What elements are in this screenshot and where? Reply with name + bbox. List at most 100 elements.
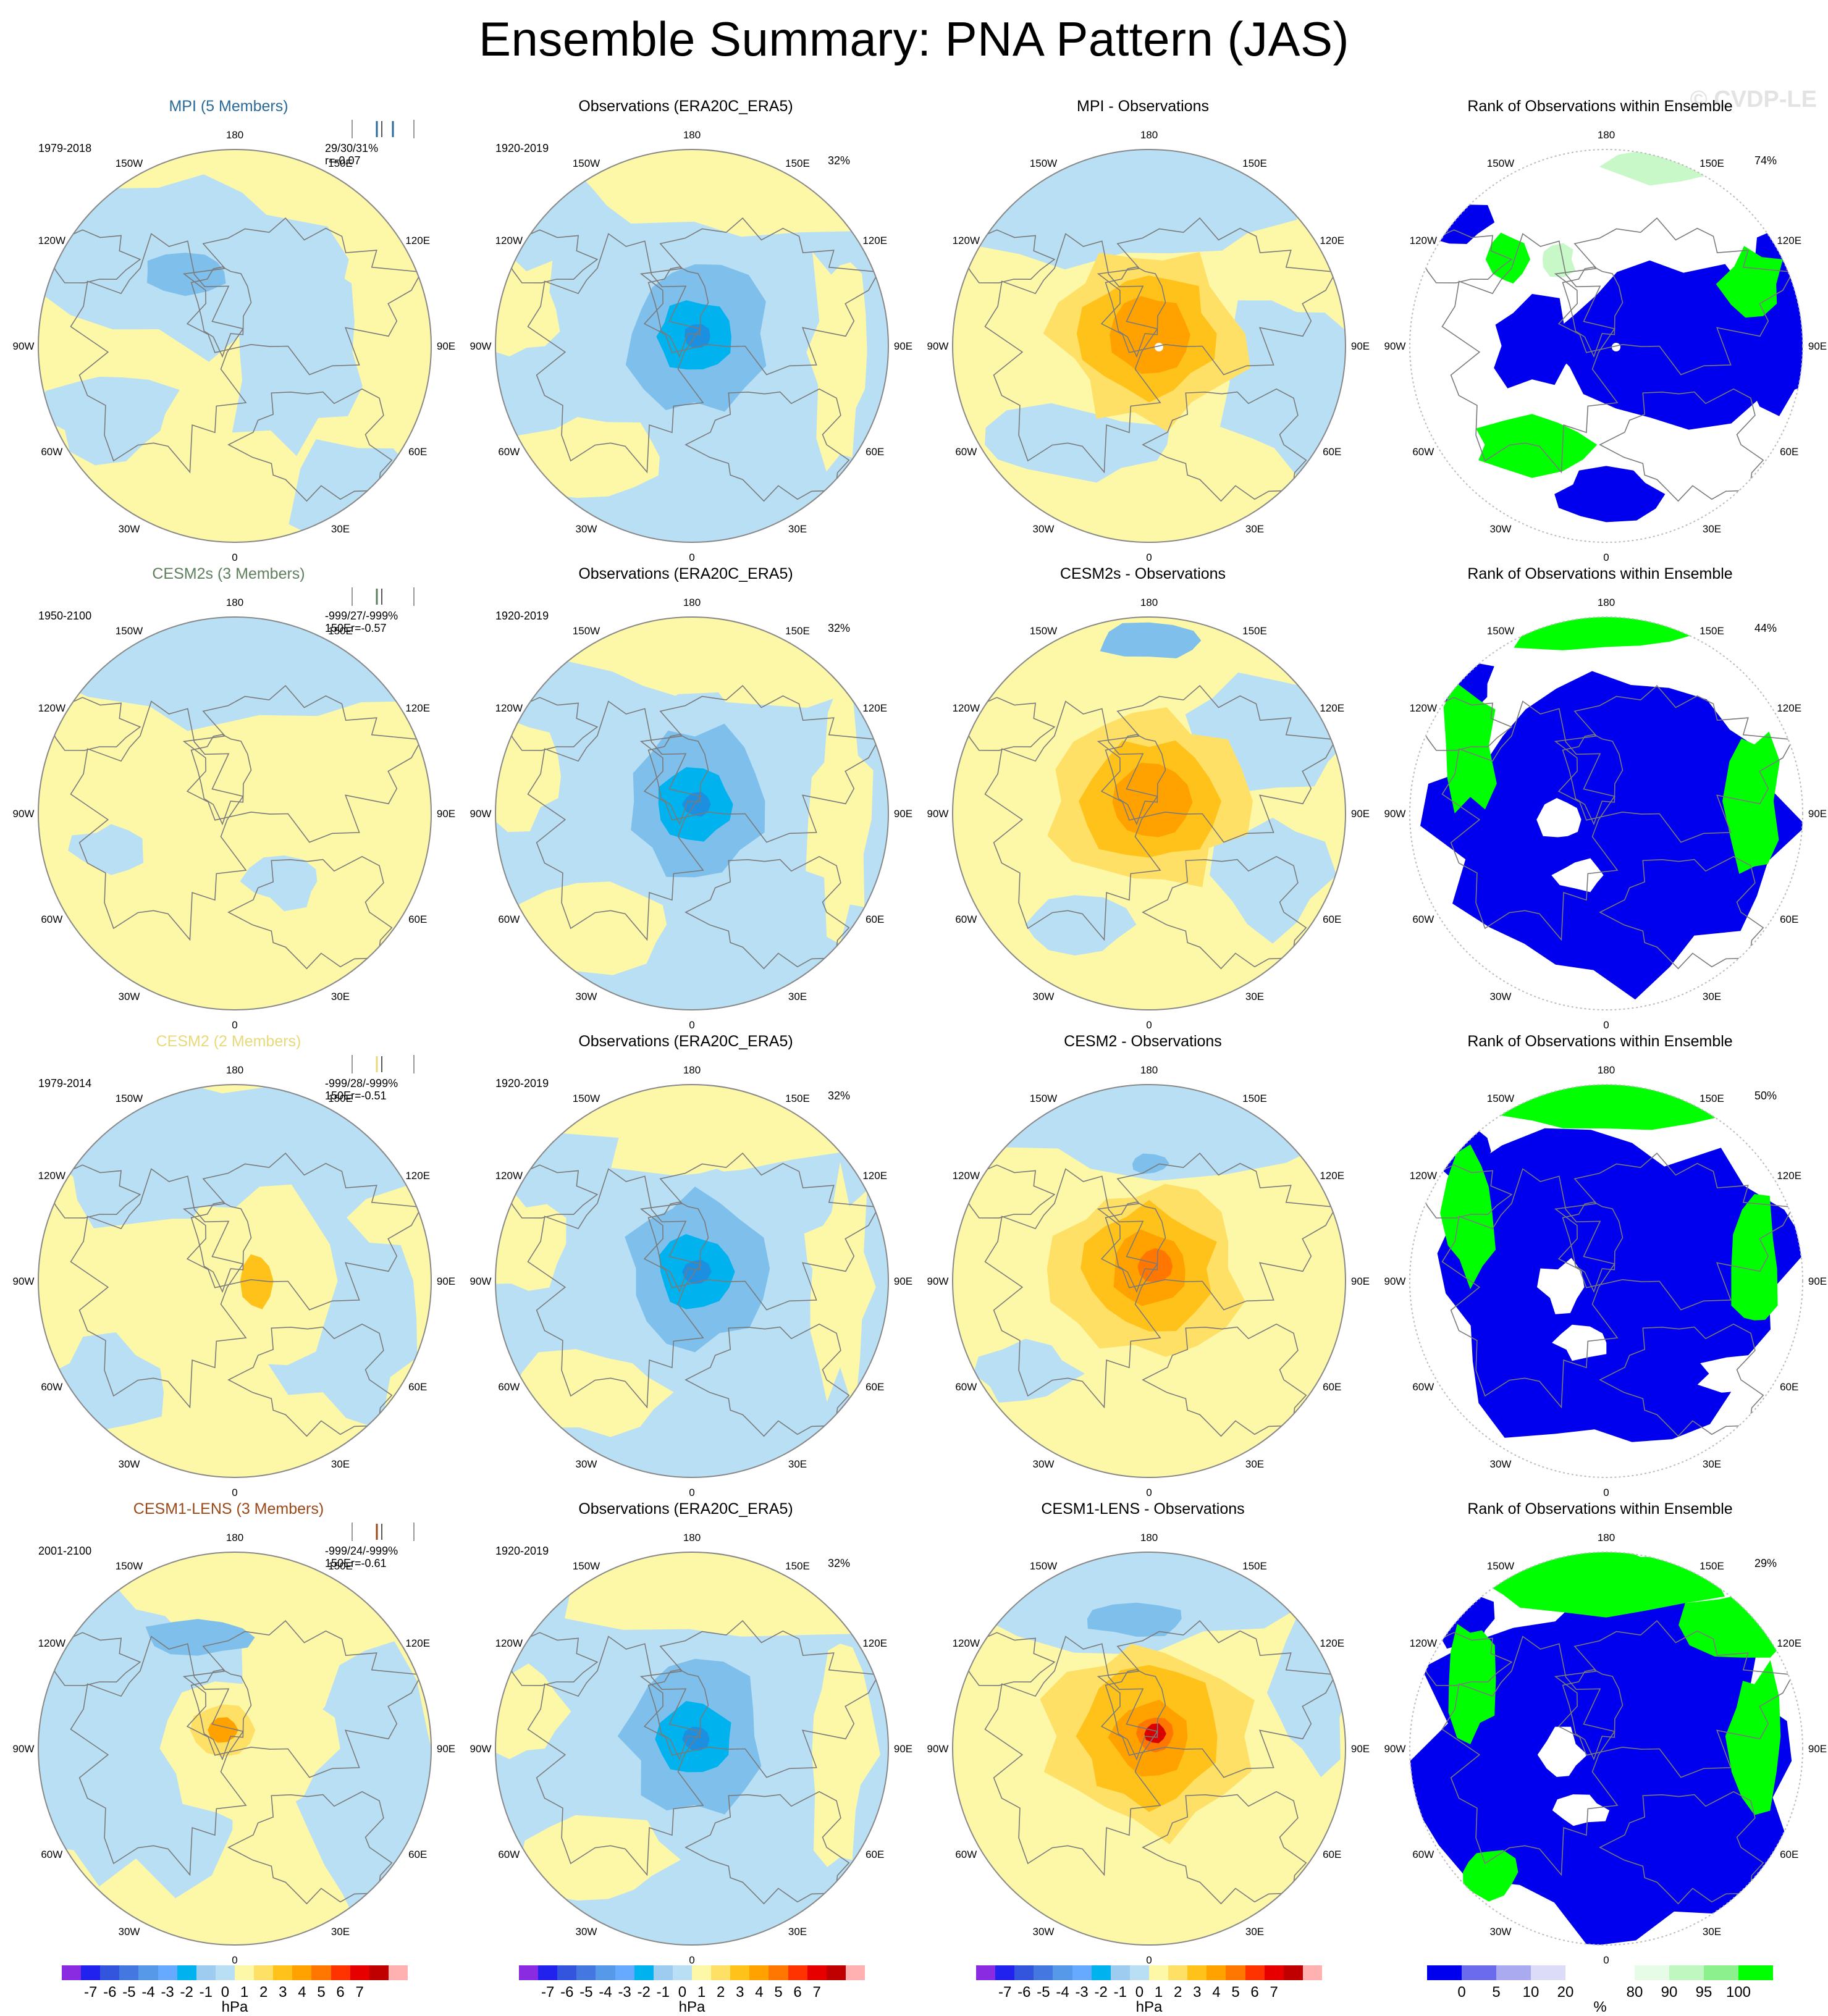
longitude-label: 150E bbox=[1700, 1560, 1724, 1572]
colorbar: -7 -6 -5 -4 -3 -2 -1 0 1 2 3 4 5 6 7 hPa bbox=[519, 1965, 865, 2015]
longitude-label: 120W bbox=[495, 235, 523, 246]
longitude-label: 120E bbox=[1777, 1170, 1801, 1182]
longitude-label: 60E bbox=[866, 446, 884, 458]
colorbar-swatch bbox=[1462, 1965, 1496, 1980]
longitude-label: 30E bbox=[1703, 523, 1721, 535]
longitude-label: 0 bbox=[1146, 1019, 1152, 1031]
longitude-label: 60W bbox=[41, 914, 62, 925]
colorbar-swatch bbox=[1014, 1965, 1034, 1980]
colorbar-tick-label: -6 bbox=[1017, 1984, 1031, 2001]
polar-map: 180 150W 120W 90W 60W 30W 0 30E 60E 90E 120E 150E bbox=[470, 1532, 913, 1966]
colorbar-tick-label: 3 bbox=[1193, 1984, 1202, 2001]
longitude-label: 180 bbox=[1598, 1532, 1615, 1544]
model-panel: MPI (5 Members) 1979-2018 29/30/31% r=-0.07… bbox=[0, 93, 457, 563]
rank-map: 180 150W 120W 90W 60W 30W 0 30E 60E 90E 120E 150E bbox=[1384, 1064, 1827, 1498]
longitude-label: 30W bbox=[119, 991, 140, 1002]
colorbar-tick-label: 5 bbox=[317, 1984, 326, 2001]
obs-panel: Observations (ERA20C_ERA5) 1920-2019 32% 18… bbox=[457, 93, 914, 563]
map-boundary bbox=[1409, 616, 1803, 1010]
colorbar-tick-label: 6 bbox=[1250, 1984, 1259, 2001]
longitude-label: 90W bbox=[1384, 340, 1406, 352]
colorbar-tick-label: 90 bbox=[1661, 1984, 1678, 2001]
colorbar-tick-label: -3 bbox=[1075, 1984, 1089, 2001]
colorbar-tick-label: 0 bbox=[221, 1984, 230, 2001]
longitude-label: 90E bbox=[894, 1743, 912, 1755]
longitude-label: 90W bbox=[13, 1275, 35, 1287]
longitude-label: 90E bbox=[1808, 1743, 1827, 1755]
colorbar-swatch bbox=[1187, 1965, 1207, 1980]
colorbar-swatch bbox=[1226, 1965, 1245, 1980]
colorbar-swatches bbox=[62, 1965, 408, 1980]
colorbar-swatch bbox=[1565, 1965, 1600, 1980]
longitude-label: 90E bbox=[1351, 1275, 1370, 1287]
page-title: Ensemble Summary: PNA Pattern (JAS) bbox=[479, 12, 1349, 66]
longitude-label: 60W bbox=[1412, 1849, 1434, 1860]
panel-title: CESM1-LENS (3 Members) bbox=[133, 1500, 324, 1518]
longitude-label: 60W bbox=[955, 914, 977, 925]
colorbar-swatch bbox=[730, 1965, 750, 1980]
longitude-label: 30W bbox=[119, 523, 140, 535]
longitude-label: 150W bbox=[116, 625, 143, 637]
longitude-label: 120E bbox=[1320, 1170, 1344, 1182]
longitude-label: 120W bbox=[495, 702, 523, 714]
colorbar-swatch bbox=[158, 1965, 177, 1980]
longitude-label: 120E bbox=[1320, 1637, 1344, 1649]
longitude-label: 30W bbox=[119, 1926, 140, 1938]
longitude-label: 150W bbox=[1030, 1093, 1057, 1104]
longitude-label: 120E bbox=[862, 1637, 887, 1649]
pattern-percentages: -999/27/-999% bbox=[325, 610, 398, 622]
polar-map: 180 150W 120W 90W 60W 30W 0 30E 60E 90E 120E 150E bbox=[927, 1064, 1370, 1498]
longitude-label: 0 bbox=[232, 552, 237, 563]
longitude-label: 90E bbox=[1808, 1275, 1827, 1287]
obs-panel: Observations (ERA20C_ERA5) 1920-2019 32% 18… bbox=[457, 560, 914, 1031]
map-boundary bbox=[38, 149, 432, 543]
longitude-label: 180 bbox=[683, 1532, 701, 1544]
colorbar-tick-label: -6 bbox=[103, 1984, 117, 2001]
colorbar-tick-label: 95 bbox=[1695, 1984, 1712, 2001]
colorbar-tick-label: 3 bbox=[736, 1984, 744, 2001]
colorbar-tick-label: -2 bbox=[180, 1984, 193, 2001]
diff-panel: MPI - Observations 180 150W 120W 90W 60W 30W 0 3… bbox=[914, 93, 1371, 563]
correlation-label: r=-0.07 bbox=[325, 154, 361, 167]
longitude-label: 0 bbox=[232, 1487, 237, 1498]
colorbar-swatch bbox=[1669, 1965, 1704, 1980]
longitude-label: 120E bbox=[405, 1170, 430, 1182]
map-boundary bbox=[1409, 1552, 1803, 1946]
longitude-label: 60W bbox=[1412, 1381, 1434, 1393]
colorbar-tick-label: 10 bbox=[1522, 1984, 1539, 2001]
longitude-label: 30W bbox=[576, 523, 597, 535]
rank-map: 180 150W 120W 90W 60W 30W 0 30E 60E 90E 120E 150E bbox=[1384, 597, 1827, 1031]
longitude-label: 120E bbox=[1320, 235, 1344, 246]
polar-map: 180 150W 120W 90W 60W 30W 0 30E 60E 90E 120E 150E bbox=[13, 1532, 456, 1966]
longitude-label: 120W bbox=[495, 1170, 523, 1182]
longitude-label: 30W bbox=[1033, 1926, 1055, 1938]
map-boundary bbox=[495, 616, 889, 1010]
percent-label: 74% bbox=[1754, 154, 1777, 167]
longitude-label: 150E bbox=[1242, 158, 1267, 169]
map-boundary bbox=[1409, 1084, 1803, 1478]
panel-title: Observations (ERA20C_ERA5) bbox=[578, 98, 793, 115]
colorbar-tick-label: 6 bbox=[793, 1984, 802, 2001]
longitude-label: 120E bbox=[862, 702, 887, 714]
longitude-label: 60E bbox=[866, 914, 884, 925]
longitude-label: 30W bbox=[1490, 991, 1512, 1002]
longitude-label: 30E bbox=[331, 991, 350, 1002]
longitude-label: 180 bbox=[226, 597, 243, 608]
colorbar-tick-label: -4 bbox=[141, 1984, 155, 2001]
longitude-label: 30E bbox=[788, 1458, 807, 1470]
longitude-label: 120W bbox=[1410, 235, 1437, 246]
longitude-label: 60E bbox=[408, 914, 427, 925]
polar-map: 180 150W 120W 90W 60W 30W 0 30E 60E 90E 120E 150E bbox=[13, 1064, 456, 1498]
period-label: 2001-2100 bbox=[38, 1545, 92, 1557]
longitude-label: 150E bbox=[1242, 1093, 1267, 1104]
longitude-label: 30W bbox=[576, 991, 597, 1002]
longitude-label: 120W bbox=[38, 235, 65, 246]
colorbar-swatch bbox=[292, 1965, 312, 1980]
longitude-label: 0 bbox=[1146, 552, 1152, 563]
colorbar-tick-label: -7 bbox=[541, 1984, 555, 2001]
longitude-label: 120W bbox=[38, 702, 65, 714]
rank-map: 180 150W 120W 90W 60W 30W 0 30E 60E 90E 120E 150E bbox=[1384, 129, 1827, 563]
period-label: 1979-2014 bbox=[38, 1077, 92, 1090]
longitude-label: 180 bbox=[226, 1532, 243, 1544]
period-label: 1920-2019 bbox=[495, 142, 549, 154]
